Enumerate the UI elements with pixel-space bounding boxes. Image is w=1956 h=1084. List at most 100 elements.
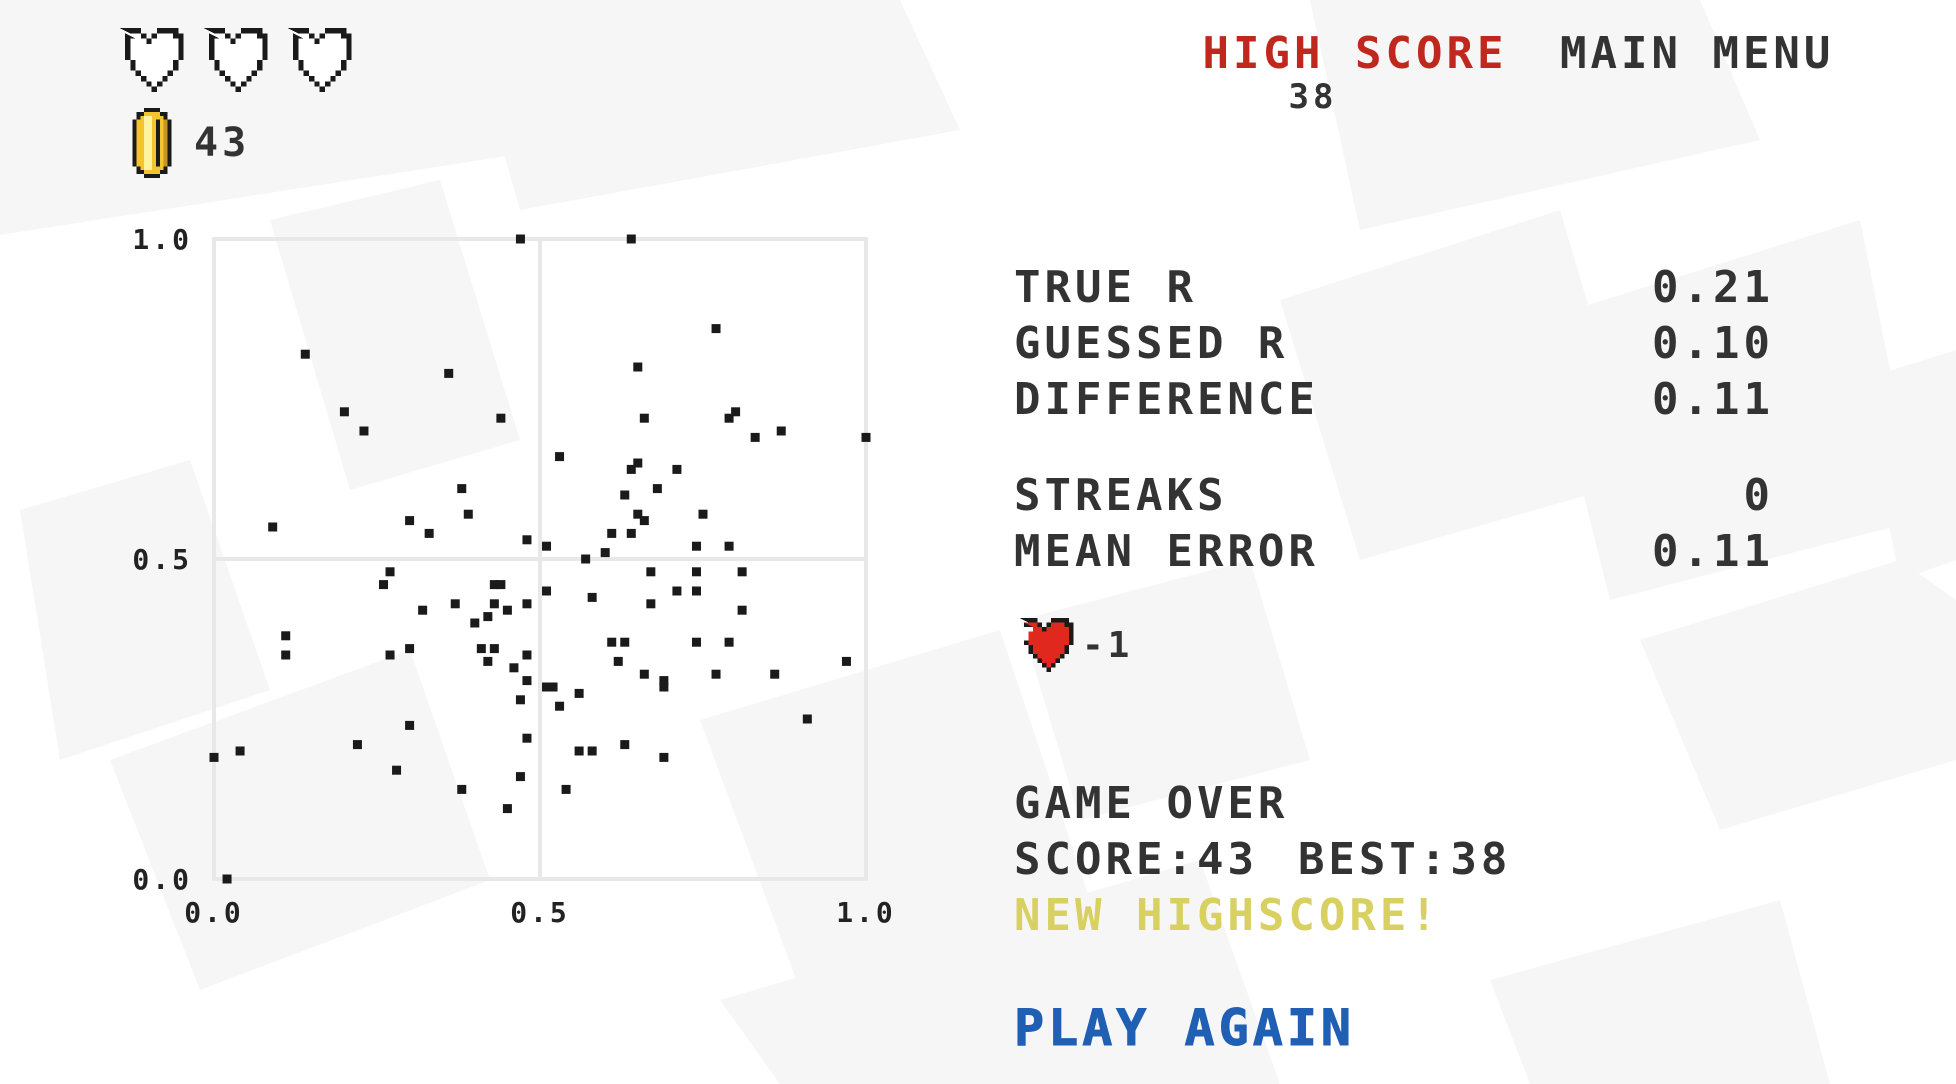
data-point <box>607 528 617 538</box>
data-point <box>457 484 467 494</box>
data-point <box>222 874 232 884</box>
stat-label: MEAN ERROR <box>1014 526 1319 577</box>
data-point <box>659 676 669 686</box>
heart-icon <box>1019 618 1074 672</box>
data-point <box>489 644 499 654</box>
data-point <box>691 637 701 647</box>
score-value: 43 <box>1196 834 1258 885</box>
stat-label: TRUE R <box>1014 262 1197 313</box>
data-point <box>574 746 584 756</box>
data-point <box>639 516 649 526</box>
data-point <box>509 663 519 673</box>
best-value: 38 <box>1450 834 1512 885</box>
data-point <box>861 432 871 442</box>
y-tick-label: 0.0 <box>132 863 192 896</box>
data-point <box>359 426 369 436</box>
heart-empty-icon <box>287 28 352 92</box>
data-point <box>542 541 552 551</box>
data-point <box>522 650 532 660</box>
data-point <box>841 656 851 666</box>
data-point <box>613 656 623 666</box>
data-point <box>581 554 591 564</box>
data-point <box>489 599 499 609</box>
data-point <box>405 516 415 526</box>
data-point <box>522 676 532 686</box>
data-point <box>502 605 512 615</box>
data-point <box>724 413 734 423</box>
stat-difference: DIFFERENCE 0.11 <box>1014 372 1774 428</box>
data-point <box>633 509 643 519</box>
main-menu-button[interactable]: MAIN MENU <box>1560 28 1835 79</box>
heart-empty-icon <box>119 28 184 92</box>
data-point <box>587 746 597 756</box>
data-point <box>711 669 721 679</box>
data-point <box>652 484 662 494</box>
y-tick-label: 1.0 <box>132 223 192 256</box>
y-tick-label: 0.5 <box>132 543 192 576</box>
data-point <box>392 765 402 775</box>
data-point <box>339 407 349 417</box>
data-point <box>522 733 532 743</box>
lives-display <box>113 28 353 92</box>
data-point <box>659 682 669 692</box>
data-point <box>515 234 525 244</box>
game-over-title: GAME OVER <box>1014 778 1289 829</box>
x-tick-label: 0.0 <box>184 896 244 929</box>
stat-mean-error: MEAN ERROR 0.11 <box>1014 524 1774 580</box>
data-point <box>737 567 747 577</box>
data-point <box>711 324 721 334</box>
coin-count: 43 <box>194 120 251 166</box>
stat-value: 0.21 <box>1652 262 1774 313</box>
data-point <box>731 407 741 417</box>
stat-label: GUESSED R <box>1014 318 1289 369</box>
data-point <box>672 464 682 474</box>
stat-value: 0.11 <box>1652 526 1774 577</box>
high-score-label: HIGH SCORE <box>1202 28 1508 79</box>
data-point <box>574 688 584 698</box>
data-point <box>659 752 669 762</box>
stat-true-r: TRUE R 0.21 <box>1014 260 1774 316</box>
data-point <box>633 458 643 468</box>
stat-streaks: STREAKS 0 <box>1014 468 1774 524</box>
data-point <box>639 413 649 423</box>
data-point <box>620 637 630 647</box>
data-point <box>646 567 656 577</box>
data-point <box>698 509 708 519</box>
data-point <box>385 567 395 577</box>
coin-icon <box>132 108 172 178</box>
data-point <box>555 452 565 462</box>
data-point <box>633 362 643 372</box>
data-point <box>281 631 291 641</box>
data-point <box>626 528 636 538</box>
data-point <box>607 637 617 647</box>
data-point <box>672 586 682 596</box>
data-point <box>802 714 812 724</box>
data-point <box>352 740 362 750</box>
data-point <box>626 464 636 474</box>
data-point <box>300 349 310 359</box>
data-point <box>385 650 395 660</box>
life-change: -1 <box>1014 618 1133 672</box>
stat-label: STREAKS <box>1014 470 1228 521</box>
data-point <box>483 656 493 666</box>
high-score-value: 38 <box>1288 77 1338 117</box>
play-again-button[interactable]: PLAY AGAIN <box>1013 996 1355 1060</box>
x-tick-label: 1.0 <box>836 896 896 929</box>
data-point <box>548 682 558 692</box>
final-score-line: SCORE:43 BEST:38 <box>1014 832 1511 888</box>
data-point <box>587 592 597 602</box>
x-tick-label: 0.5 <box>510 896 570 929</box>
data-point <box>470 618 480 628</box>
data-point <box>209 752 219 762</box>
data-point <box>496 413 506 423</box>
data-point <box>476 644 486 654</box>
data-point <box>496 580 506 590</box>
data-point <box>737 605 747 615</box>
data-point <box>515 772 525 782</box>
data-point <box>639 669 649 679</box>
data-point <box>502 804 512 814</box>
data-point <box>235 746 245 756</box>
data-point <box>444 368 454 378</box>
scatter-chart: 0.0 0.5 1.0 0.0 0.5 1.0 <box>132 223 896 929</box>
